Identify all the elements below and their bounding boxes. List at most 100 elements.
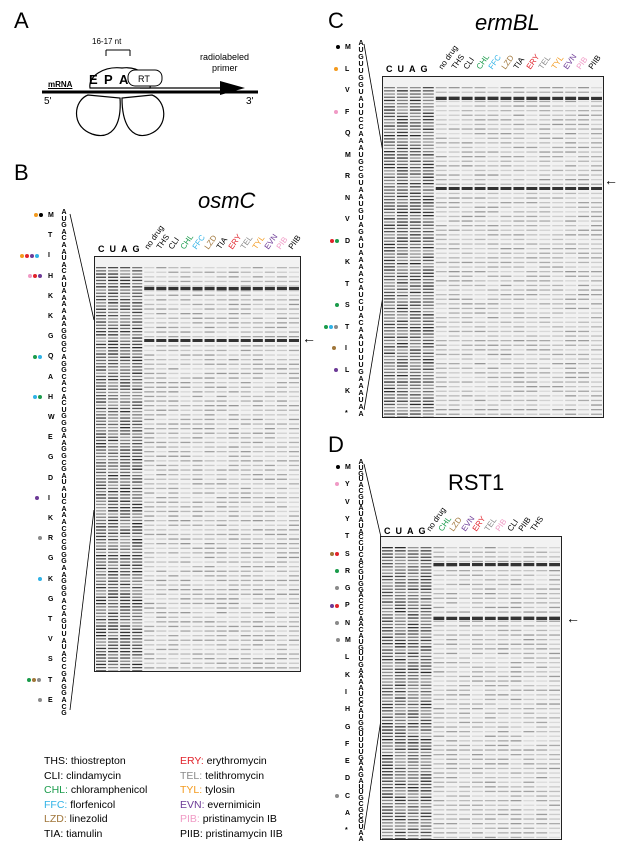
- nucleotide: A: [61, 637, 67, 645]
- panel-letter-b: B: [14, 160, 29, 185]
- title-ermbl: ermBL: [475, 10, 540, 35]
- nucleotide: A: [61, 209, 67, 216]
- nucleotide: C: [358, 117, 364, 124]
- residue-label: *: [345, 827, 348, 835]
- residue-label: K: [38, 576, 53, 583]
- nucleotide: A: [358, 557, 364, 565]
- residue-label: K: [345, 259, 351, 266]
- nucleotide: A: [358, 685, 364, 693]
- nucleotide: A: [358, 236, 364, 243]
- nucleotide: C: [61, 499, 67, 507]
- nucleotide: C: [358, 278, 364, 285]
- nucleotide: A: [358, 327, 364, 334]
- primer-label-2: primer: [212, 63, 238, 73]
- rt-label: RT: [138, 74, 150, 84]
- nucleotide: C: [61, 657, 67, 665]
- nucleotide: U: [358, 61, 364, 68]
- nucleotide: C: [358, 166, 364, 173]
- nucleotide: G: [358, 54, 364, 61]
- residue-label: T: [48, 232, 53, 240]
- nucleotide: U: [61, 479, 67, 487]
- residue-label: T: [27, 677, 52, 684]
- residue-label: F: [345, 740, 350, 748]
- nucleotide: G: [358, 719, 364, 727]
- nucleotide: A: [358, 528, 364, 536]
- site-p: P: [104, 72, 113, 87]
- nucleotide: A: [358, 376, 364, 383]
- residue-label: M: [335, 464, 351, 471]
- nucleotide: G: [61, 413, 67, 421]
- legend-entry: TEL: telithromycin: [180, 769, 265, 782]
- residue-label: Q: [33, 353, 53, 360]
- residue-label: G: [335, 585, 350, 592]
- nucleotide: U: [358, 511, 364, 519]
- nucleotide: A: [358, 760, 364, 768]
- nucleotide: C: [61, 373, 67, 381]
- nucleotide: A: [358, 187, 364, 194]
- nucleotide: G: [61, 683, 67, 691]
- residue-label: G: [48, 454, 54, 462]
- nucleotide: C: [358, 124, 364, 131]
- nucleotide: A: [358, 505, 364, 513]
- nucleotide: A: [358, 667, 364, 675]
- residue-label: M: [33, 212, 54, 219]
- nucleotide: U: [358, 348, 364, 355]
- nucleotide: G: [61, 367, 67, 375]
- nucleotide: U: [358, 824, 364, 832]
- nucleotide: A: [61, 485, 67, 493]
- nucleotide: G: [61, 551, 67, 559]
- nucleotide: C: [61, 400, 67, 408]
- nucleotide: U: [358, 789, 364, 797]
- nucleotide: G: [61, 340, 67, 348]
- dideoxy-labels-d: CUAG: [384, 526, 431, 536]
- nucleotide: G: [358, 644, 364, 652]
- nucleotide: G: [61, 452, 67, 460]
- nucleotide: U: [358, 355, 364, 362]
- nucleotide: U: [358, 397, 364, 404]
- nucleotide: C: [358, 540, 364, 548]
- residue-label: K: [48, 313, 54, 320]
- three-prime-label: 3': [246, 96, 254, 107]
- nucleotide: A: [358, 285, 364, 292]
- nucleotide: C: [358, 563, 364, 571]
- nucleotide: U: [358, 737, 364, 745]
- residue-label: I: [34, 495, 50, 502]
- nucleotide: G: [358, 82, 364, 89]
- nucleotide: C: [358, 609, 364, 617]
- nucleotide: G: [358, 795, 364, 803]
- residue-label: G: [48, 555, 54, 563]
- nucleotide: G: [358, 159, 364, 166]
- residue-label: E: [345, 758, 350, 766]
- nucleotide: A: [358, 313, 364, 320]
- nucleotide: G: [61, 591, 67, 599]
- residue-label: L: [345, 654, 350, 662]
- nt-label: 16-17 nt: [92, 37, 122, 46]
- residue-label: D: [48, 474, 54, 482]
- nucleotide: A: [358, 679, 364, 687]
- nucleotide: G: [358, 586, 364, 594]
- nucleotide: G: [61, 466, 67, 474]
- nucleotide: A: [61, 505, 67, 513]
- residue-label: T: [345, 280, 350, 288]
- nucleotide: G: [358, 470, 364, 478]
- nucleotide: U: [358, 714, 364, 722]
- residue-label: H: [33, 394, 53, 401]
- nucleotide: C: [61, 525, 67, 533]
- nucleotide: G: [61, 584, 67, 592]
- nucleotide: A: [61, 565, 67, 573]
- nucleotide: C: [61, 538, 67, 546]
- nucleotide: A: [358, 482, 364, 490]
- nucleotide: G: [358, 493, 364, 501]
- nucleotide: A: [61, 380, 67, 388]
- residue-label: H: [28, 273, 53, 280]
- residue-label: V: [345, 216, 350, 223]
- nucleotide: G: [61, 420, 67, 427]
- nucleotide: A: [61, 314, 67, 322]
- nucleotide: A: [61, 518, 67, 526]
- legend-left: THS: thiostrepton CLI: clindamycin CHL: ch…: [44, 754, 147, 841]
- nucleotide: U: [358, 783, 364, 791]
- gel-bands: [383, 77, 603, 417]
- five-prime-label: 5': [44, 96, 52, 107]
- legend-entry: THS: thiostrepton: [44, 755, 126, 767]
- gel-image-d: [380, 536, 562, 840]
